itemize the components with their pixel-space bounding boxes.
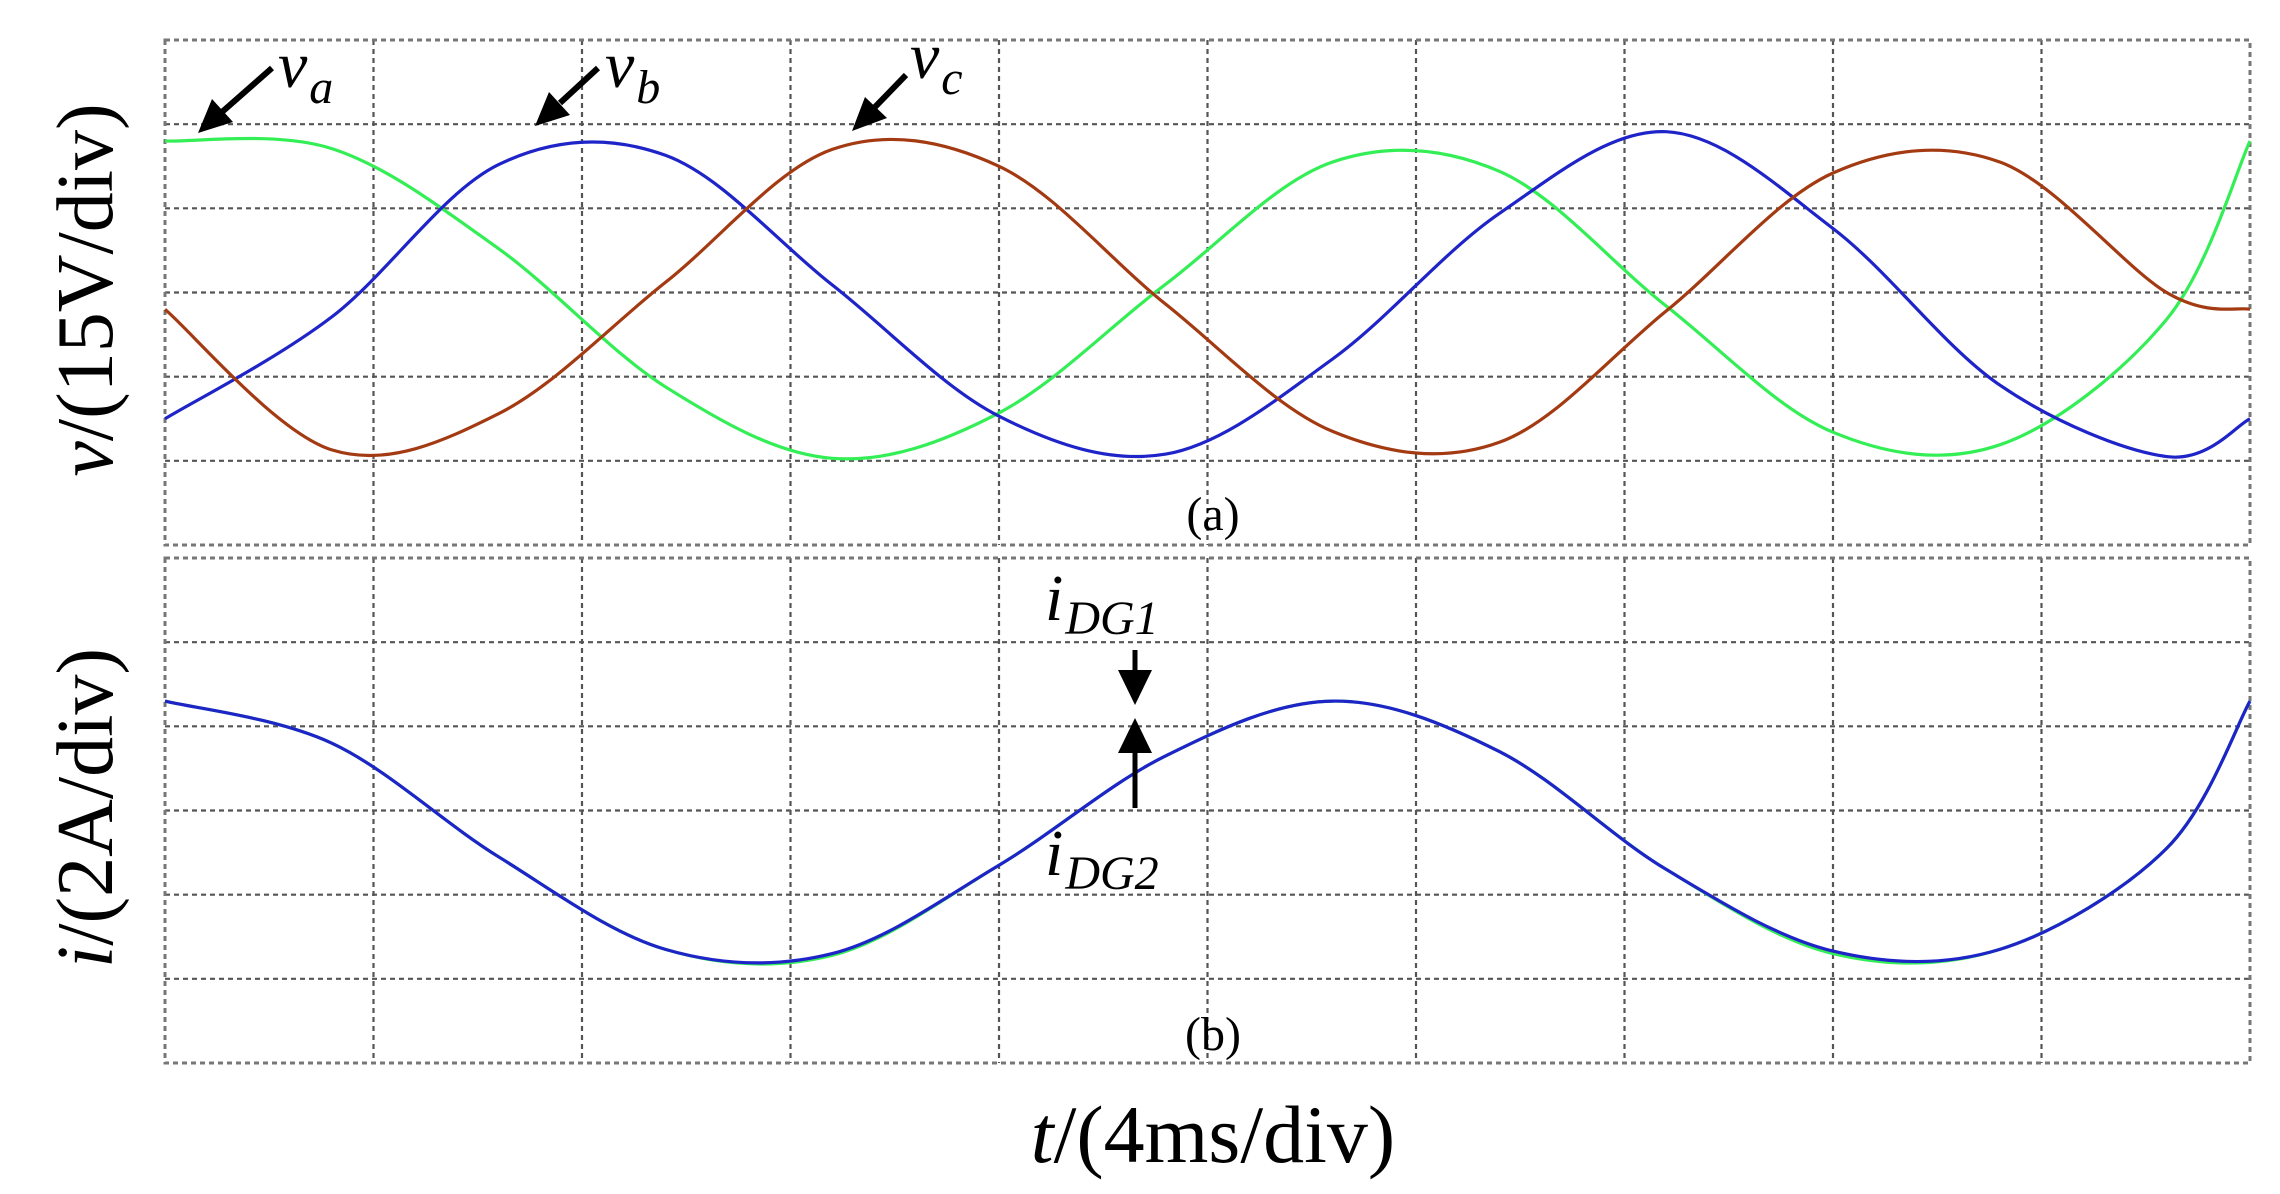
idg1-label-base: i — [1045, 562, 1063, 635]
vb-label-base: v — [605, 29, 635, 102]
voltage-axis-label: v/(15V/div) — [42, 103, 130, 476]
vb-label-sub: b — [636, 61, 660, 114]
vb-annotation: vb — [535, 29, 660, 126]
va-label-base: v — [278, 29, 308, 102]
current-panel-frame — [163, 556, 2252, 1065]
voltage-axis-var: v — [42, 441, 130, 477]
va-label-sub: a — [309, 61, 333, 114]
panel-b-label: (b) — [1185, 1008, 1241, 1061]
svg-text:vb: vb — [605, 29, 660, 114]
idg1-annotation: iDG1 — [1045, 562, 1159, 705]
current-axis-label: i/(2A/div) — [42, 648, 130, 968]
current-panel: iDG1 iDG2 (b) — [163, 556, 2252, 1065]
current-axis-var: i — [42, 946, 130, 968]
current-grid — [165, 558, 2250, 1063]
voltage-panel: va vb vc (a) — [163, 20, 2252, 547]
va-annotation: va — [198, 29, 333, 133]
time-axis-label: t/(4ms/div) — [1031, 1089, 1395, 1180]
current-series-group — [164, 699, 2252, 966]
idg1-label-sub: DG1 — [1064, 592, 1158, 645]
svg-text:iDG1: iDG1 — [1045, 562, 1159, 645]
vc-annotation: vc — [852, 20, 963, 131]
i-dg2-trace — [164, 699, 2252, 965]
v-b-trace — [164, 130, 2251, 459]
svg-text:va: va — [278, 29, 333, 114]
current-axis-unit: /(2A/div) — [42, 648, 130, 946]
voltage-panel-frame — [163, 38, 2252, 547]
idg2-label-sub: DG2 — [1064, 847, 1158, 900]
v-c-trace — [163, 137, 2251, 458]
svg-text:iDG2: iDG2 — [1045, 817, 1159, 900]
vc-label-base: v — [910, 20, 940, 93]
idg2-annotation: iDG2 — [1045, 718, 1159, 900]
idg2-label-base: i — [1045, 817, 1063, 890]
panel-a-label: (a) — [1186, 488, 1239, 541]
vc-label-sub: c — [941, 52, 962, 105]
svg-text:vc: vc — [910, 20, 963, 105]
time-axis-var: t — [1031, 1089, 1056, 1180]
voltage-series-group — [163, 130, 2252, 461]
voltage-axis-unit: /(15V/div) — [42, 103, 130, 441]
time-axis-unit: /(4ms/div) — [1054, 1089, 1396, 1180]
v-a-trace — [164, 136, 2252, 461]
